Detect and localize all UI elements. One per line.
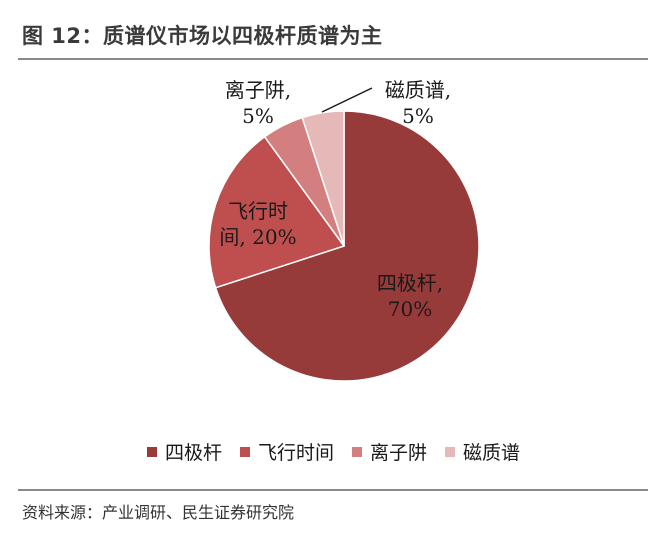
chart-legend: 四极杆 飞行时间 离子阱 磁质谱 xyxy=(0,438,667,465)
legend-label: 飞行时间 xyxy=(257,442,334,464)
slice-label-line: 间, 20% xyxy=(219,225,296,249)
slice-label-line: 四极杆, xyxy=(377,271,443,295)
slice-label-line: 飞行时 xyxy=(228,199,288,223)
legend-swatch xyxy=(239,446,250,457)
pie-slice-3 xyxy=(301,110,345,247)
legend-item-0: 四极杆 xyxy=(146,438,222,465)
chart-title: 图 12：质谱仪市场以四极杆质谱为主 xyxy=(22,24,383,48)
legend-swatch xyxy=(146,446,157,457)
legend-item-1: 飞行时间 xyxy=(239,438,334,465)
legend-item-3: 磁质谱 xyxy=(445,438,520,465)
pie-slice-0 xyxy=(214,110,480,382)
top-divider xyxy=(18,58,648,60)
source-note: 资料来源：产业调研、民生证券研究院 xyxy=(22,503,295,522)
slice-label-line: 5% xyxy=(402,104,434,128)
pie-slices xyxy=(208,110,480,382)
pie-chart: 四极杆, 70%飞行时间, 20%离子阱, 5%磁质谱, 5% xyxy=(208,78,480,382)
slice-label-1: 飞行时间, 20% xyxy=(219,199,296,249)
legend-swatch xyxy=(445,446,456,457)
slice-label-line: 磁质谱, xyxy=(385,78,451,102)
leader-line-magnetic xyxy=(321,87,373,113)
slice-label-0: 四极杆, 70% xyxy=(377,271,443,321)
bottom-divider xyxy=(18,489,648,491)
pie-labels: 四极杆, 70%飞行时间, 20%离子阱, 5%磁质谱, 5% xyxy=(219,78,451,321)
pie-slice-1 xyxy=(208,135,346,289)
slice-label-line: 5% xyxy=(242,104,274,128)
slice-label-line: 离子阱, xyxy=(225,78,291,102)
legend-item-2: 离子阱 xyxy=(352,438,427,465)
legend-swatch xyxy=(352,446,362,457)
legend-label: 磁质谱 xyxy=(463,442,521,464)
legend-label: 离子阱 xyxy=(370,442,428,464)
slice-label-2: 离子阱, 5% xyxy=(225,78,291,128)
slice-label-line: 70% xyxy=(388,297,432,321)
legend-label: 四极杆 xyxy=(164,442,222,464)
slice-label-3: 磁质谱, 5% xyxy=(385,78,451,128)
